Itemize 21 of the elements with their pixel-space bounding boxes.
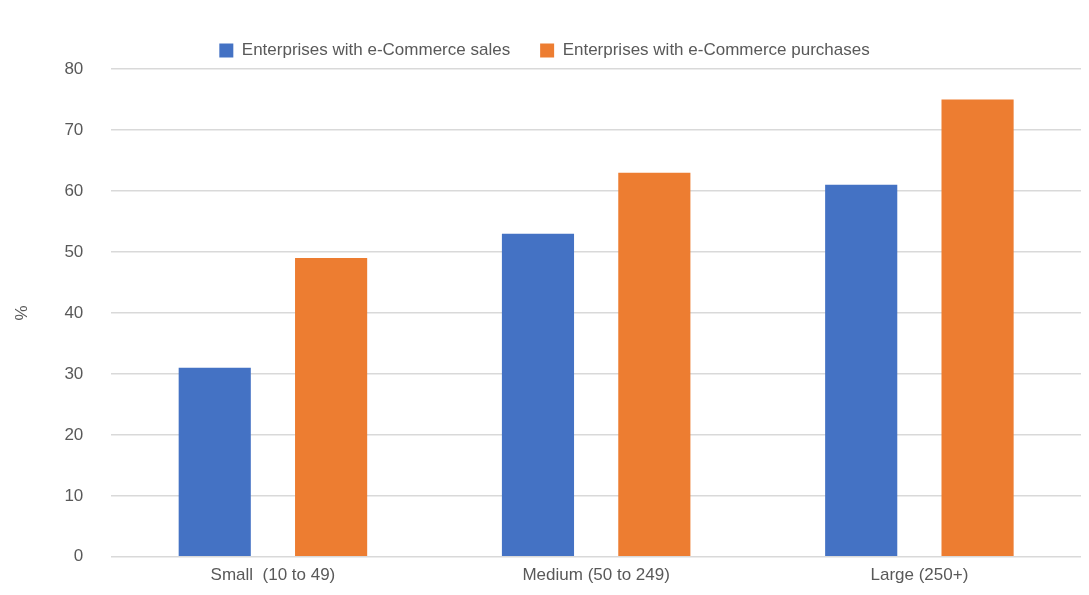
x-tick-label: Large (250+) (870, 564, 969, 584)
bar (295, 258, 368, 557)
y-tick-label: 20 (64, 424, 84, 444)
y-tick-label: 50 (64, 241, 84, 261)
bar (825, 184, 898, 557)
bar (178, 367, 251, 557)
bar (941, 99, 1014, 557)
y-tick-label: 70 (64, 119, 84, 139)
x-tick-label: Medium (50 to 249) (522, 564, 670, 584)
y-tick-label: 40 (64, 302, 84, 322)
y-tick-label: 60 (64, 180, 84, 200)
x-tick-label: Small (10 to 49) (210, 564, 336, 584)
bar (618, 172, 691, 557)
y-tick-label: 10 (64, 485, 84, 505)
y-tick-label: 80 (64, 58, 84, 78)
y-axis-title: % (11, 305, 31, 321)
y-tick-label: 30 (64, 363, 84, 383)
legend-label: Enterprises with e-Commerce purchases (562, 40, 870, 60)
y-tick-label: 0 (73, 546, 84, 566)
legend-label: Enterprises with e-Commerce sales (241, 40, 511, 60)
bar (501, 233, 575, 557)
